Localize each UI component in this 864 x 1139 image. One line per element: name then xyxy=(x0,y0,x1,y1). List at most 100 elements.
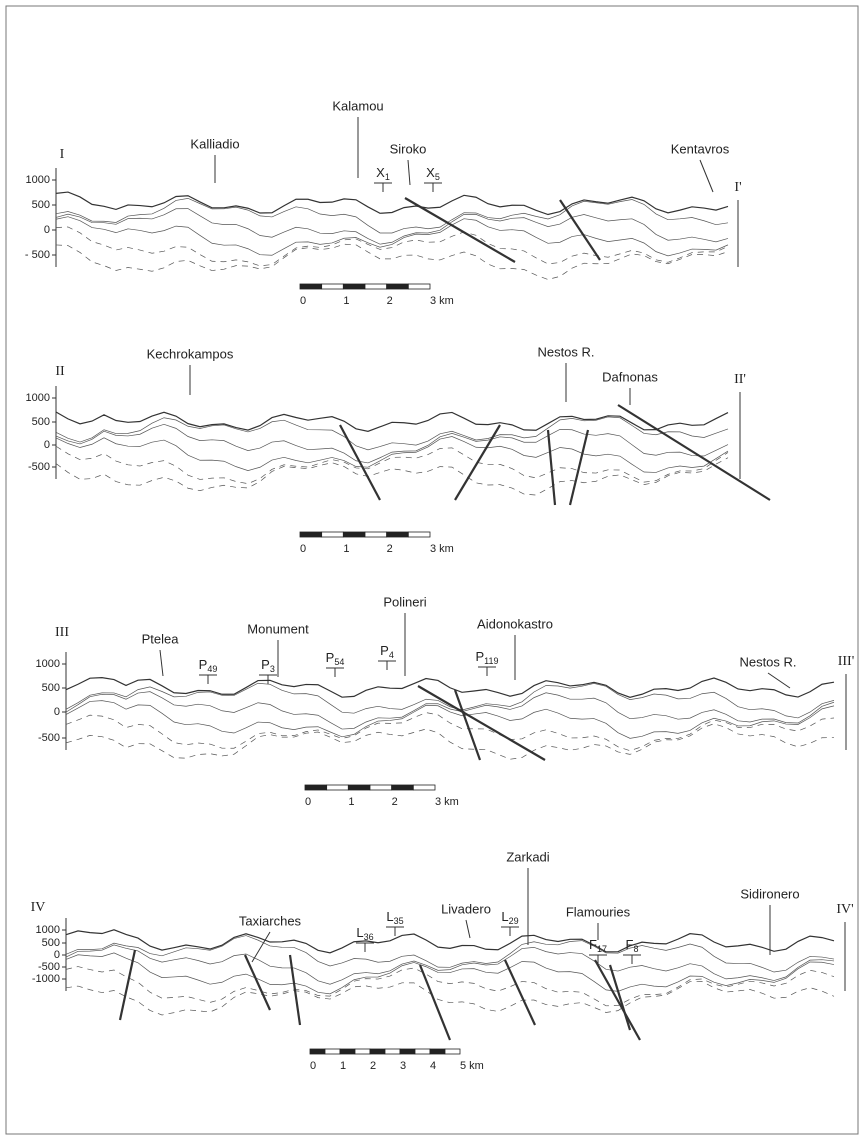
place-label: Siroko xyxy=(390,141,427,156)
elevation-label: 0 xyxy=(44,439,50,451)
scale-segment xyxy=(343,532,365,537)
scale-segment xyxy=(430,1049,445,1054)
elevation-label: 500 xyxy=(32,416,50,428)
sample-letter: P xyxy=(326,650,335,665)
fault xyxy=(505,960,535,1025)
figure: II'10005000- 500KalliadioKalamouSirokoKe… xyxy=(0,0,864,1139)
scale-label: 1 xyxy=(348,796,354,808)
scale-label: 3 km xyxy=(430,543,454,555)
place-label: Kentavros xyxy=(671,141,730,156)
scale-label: 2 xyxy=(370,1060,376,1072)
elevation-label: 0 xyxy=(54,949,60,961)
sample-label: P54 xyxy=(326,650,345,667)
elevation-label: -500 xyxy=(38,961,60,973)
fault xyxy=(340,425,380,500)
stratum-line xyxy=(56,217,728,256)
sample-sub: 5 xyxy=(435,172,440,182)
stratum-line xyxy=(56,244,728,279)
terrain-surface xyxy=(56,192,728,214)
scale-label: 3 km xyxy=(435,796,459,808)
scale-label: 3 km xyxy=(430,295,454,307)
scale-segment xyxy=(415,1049,430,1054)
scale-label: 1 xyxy=(343,543,349,555)
scale-segment xyxy=(300,532,322,537)
scale-label: 3 xyxy=(400,1060,406,1072)
cross-section: II'10005000- 500KalliadioKalamouSirokoKe… xyxy=(25,98,742,306)
section-label: II xyxy=(55,364,65,379)
place-label: Ptelea xyxy=(142,631,180,646)
section-label: III xyxy=(55,625,69,640)
place-label: Taxiarches xyxy=(239,913,302,928)
sample-letter: P xyxy=(199,657,208,672)
stratum-line xyxy=(56,437,728,473)
scale-segment xyxy=(385,1049,400,1054)
place-leader xyxy=(768,673,790,688)
elevation-label: 0 xyxy=(44,224,50,236)
sample-letter: F xyxy=(626,937,634,952)
scale-label: 1 xyxy=(343,295,349,307)
scale-segment xyxy=(305,785,327,790)
scale-label: 1 xyxy=(340,1060,346,1072)
stratum-line xyxy=(56,424,728,463)
sample-label: L36 xyxy=(356,925,373,942)
stratum-line xyxy=(66,936,834,972)
section-end-label: II' xyxy=(734,372,746,387)
fault xyxy=(618,405,770,500)
elevation-label: 1000 xyxy=(26,174,50,186)
place-leader xyxy=(408,160,410,185)
place-label: Monument xyxy=(247,621,309,636)
sample-sub: 4 xyxy=(389,650,394,660)
scale-segment xyxy=(387,532,409,537)
elevation-label: -500 xyxy=(38,732,60,744)
stratum-line xyxy=(56,198,728,233)
sample-sub: 35 xyxy=(394,916,404,926)
elevation-label: 0 xyxy=(54,706,60,718)
scale-label: 0 xyxy=(310,1060,316,1072)
section-label: IV xyxy=(31,900,46,915)
cross-section: IIII'10005000-500KechrokamposNestos R.Da… xyxy=(26,344,770,554)
sample-sub: 1 xyxy=(385,172,390,182)
scale-segment xyxy=(310,1049,325,1054)
elevation-label: -1000 xyxy=(32,973,60,985)
sample-label: L29 xyxy=(501,909,518,926)
scale-segment xyxy=(392,785,414,790)
scale-label: 0 xyxy=(300,543,306,555)
terrain-surface xyxy=(56,412,728,431)
stratum-line xyxy=(66,724,834,760)
elevation-label: -500 xyxy=(28,461,50,473)
scale-label: 5 km xyxy=(460,1060,484,1072)
scale-segment xyxy=(343,284,365,289)
scale-segment xyxy=(370,1049,385,1054)
section-label: I xyxy=(60,147,65,162)
elevation-label: 500 xyxy=(32,199,50,211)
sample-label: F8 xyxy=(626,937,639,954)
scale-segment xyxy=(400,1049,415,1054)
place-label: Nestos R. xyxy=(739,654,796,669)
sample-letter: L xyxy=(386,909,393,924)
scale-segment xyxy=(370,785,392,790)
cross-section: IIIIII'10005000-500PteleaMonumentPoliner… xyxy=(36,594,855,807)
section-end-label: IV' xyxy=(836,902,853,917)
sample-sub: 8 xyxy=(633,944,638,954)
sample-sub: 36 xyxy=(364,932,374,942)
stratum-line xyxy=(66,701,834,739)
sample-sub: 54 xyxy=(334,657,344,667)
sample-label: P119 xyxy=(475,649,498,666)
scale-label: 2 xyxy=(387,295,393,307)
scale-segment xyxy=(300,284,322,289)
sample-letter: X xyxy=(426,165,435,180)
scale-segment xyxy=(408,284,430,289)
elevation-label: 1000 xyxy=(26,392,50,404)
sample-letter: P xyxy=(380,643,389,658)
scale-segment xyxy=(365,284,387,289)
scale-segment xyxy=(413,785,435,790)
elevation-label: - 500 xyxy=(25,249,50,261)
scale-segment xyxy=(348,785,370,790)
scale-segment xyxy=(340,1049,355,1054)
place-label: Sidironero xyxy=(740,886,799,901)
scale-label: 4 xyxy=(430,1060,436,1072)
place-leader xyxy=(160,650,163,676)
sample-letter: P xyxy=(475,649,484,664)
sample-label: L35 xyxy=(386,909,403,926)
stratum-line xyxy=(66,713,834,751)
